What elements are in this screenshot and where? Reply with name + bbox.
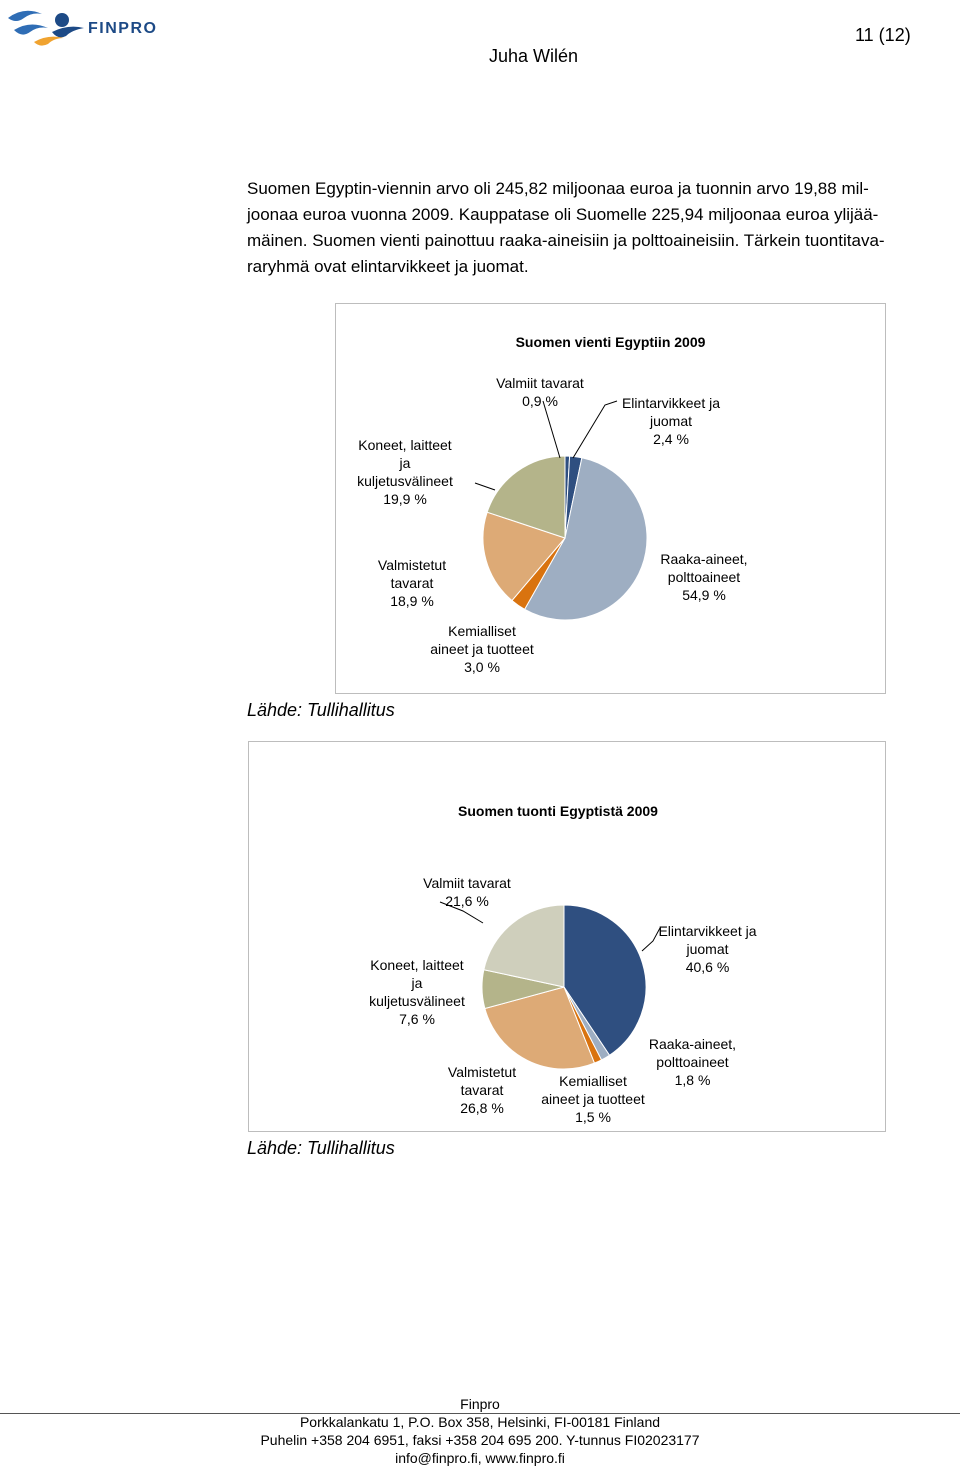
footer-divider — [0, 1413, 960, 1414]
import-pie-leader-line-1 — [641, 927, 661, 952]
footer-phone: Puhelin +358 204 6951, faksi +358 204 69… — [260, 1432, 700, 1448]
finpro-logo — [4, 4, 174, 50]
import-pie-slice-5 — [483, 904, 565, 988]
import-label-kemialliset: Kemialliset aineet ja tuotteet 1,5 % — [541, 1073, 645, 1125]
export-label-koneet: Koneet, laitteet ja kuljetusvälineet 19,… — [357, 437, 453, 507]
author-name: Juha Wilén — [489, 46, 579, 66]
export-pie-leader-line-1 — [572, 400, 618, 459]
import-pie-slice-3 — [484, 986, 596, 1070]
export-pie-slice-5 — [486, 455, 566, 539]
import-chart-title: Suomen tuonti Egyptistä 2009 — [458, 803, 658, 819]
source-note: Lähde: Tullihallitus — [247, 1138, 395, 1158]
paragraph-line: Suomen Egyptin-viennin arvo oli 245,82 m… — [247, 179, 869, 198]
import-label-valmistetut: Valmistetut tavarat 26,8 % — [447, 1064, 517, 1116]
export-pie-slice-4 — [482, 511, 566, 602]
import-label-valmiit: Valmiit tavarat 21,6 % — [423, 875, 511, 909]
footer-address: Porkkalankatu 1, P.O. Box 358, Helsinki,… — [299, 1414, 661, 1430]
import-pie-leader-line-0 — [439, 901, 484, 924]
paragraph-line: raryhmä ovat elintarvikkeet ja juomat. — [247, 257, 529, 276]
import-pie-chart — [439, 901, 661, 1070]
export-pie-chart — [474, 400, 648, 621]
export-label-valmistetut: Valmistetut tavarat 18,9 % — [377, 557, 447, 609]
export-label-elintarvikkeet: Elintarvikkeet ja juomat 2,4 % — [621, 395, 721, 447]
finpro-logo-icon — [8, 10, 84, 46]
page-number: 11 (12) — [855, 25, 911, 45]
export-label-valmiit: Valmiit tavarat 0,9 % — [496, 375, 584, 409]
paragraph-line: mäinen. Suomen vienti painottuu raaka-ai… — [247, 231, 885, 250]
export-label-raaka-aineet: Raaka-aineet, polttoaineet 54,9 % — [660, 551, 748, 603]
export-pie-leader-line-0 — [542, 400, 561, 459]
export-pie-leader-line-2 — [474, 482, 496, 491]
export-chart-title: Suomen vienti Egyptiin 2009 — [515, 334, 706, 350]
intro-paragraph: Suomen Egyptin-viennin arvo oli 245,82 m… — [247, 176, 937, 280]
export-label-kemialliset: Kemialliset aineet ja tuotteet 3,0 % — [430, 623, 534, 675]
logo-text: FINPRO — [88, 20, 158, 37]
import-label-elintarvikkeet: Elintarvikkeet ja juomat 40,6 % — [658, 923, 757, 975]
footer-contact: info@finpro.fi, www.finpro.fi — [395, 1450, 565, 1466]
footer-company: Finpro — [460, 1396, 500, 1412]
import-label-koneet: Koneet, laitteet ja kuljetusvälineet 7,6… — [369, 957, 465, 1027]
export-pie-slice-2 — [523, 457, 648, 621]
import-label-raaka-aineet: Raaka-aineet, polttoaineet 1,8 % — [648, 1036, 737, 1088]
paragraph-line: joonaa euroa vuonna 2009. Kauppatase oli… — [247, 205, 879, 224]
source-note: Lähde: Tullihallitus — [247, 700, 395, 720]
